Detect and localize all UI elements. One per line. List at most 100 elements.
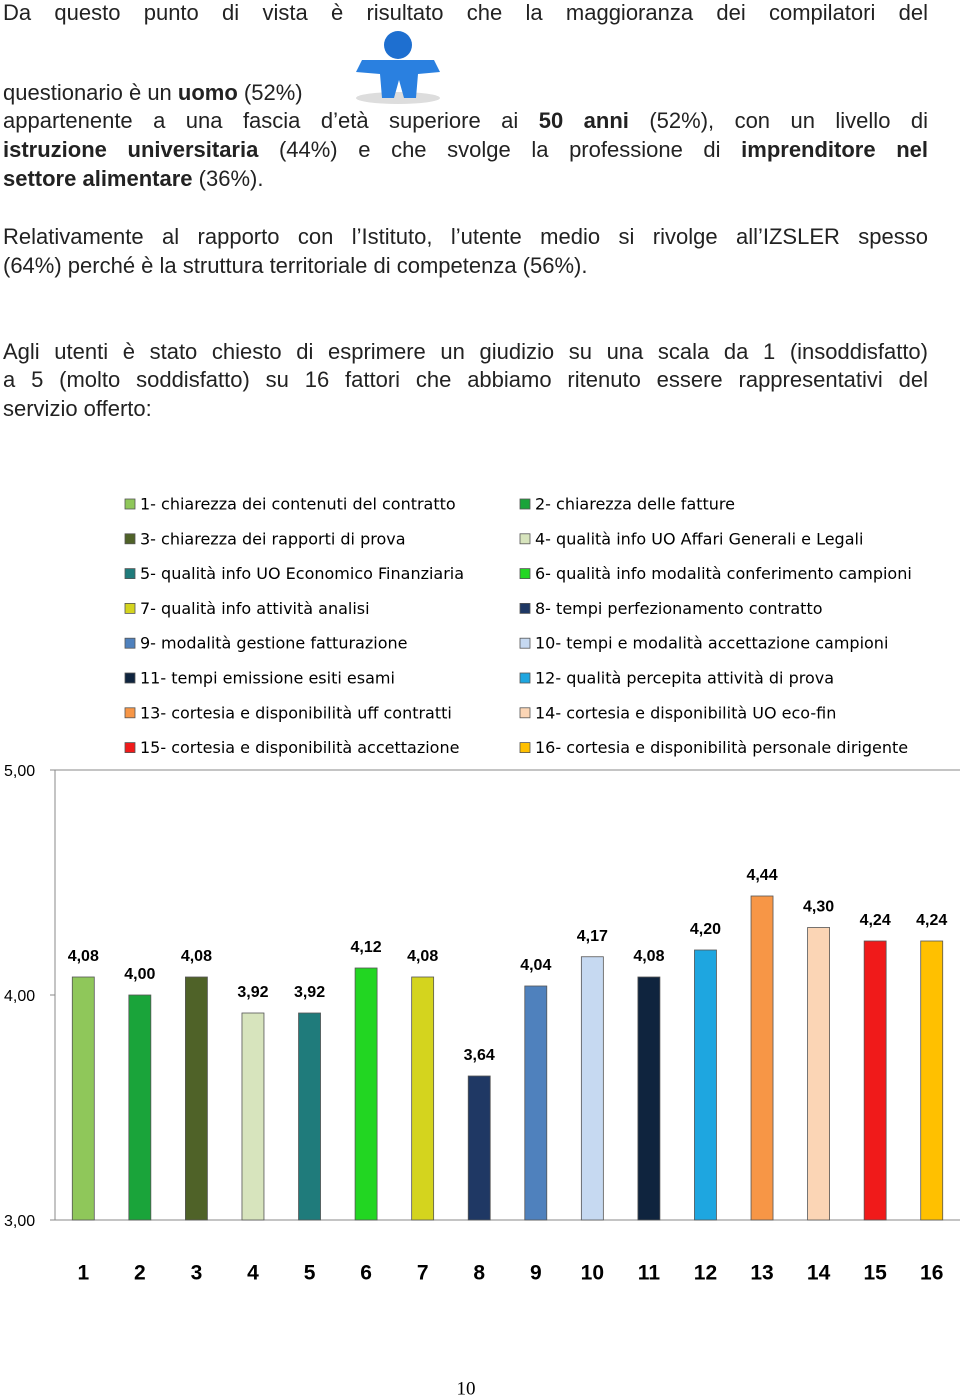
legend-swatch (124, 637, 136, 649)
value-label: 4,30 (803, 899, 834, 916)
legend-swatch (519, 707, 531, 719)
value-label: 4,08 (68, 948, 99, 965)
text-run: servizio offerto: (3, 396, 152, 421)
text-run: uomo (177, 80, 238, 105)
x-tick-label: 15 (863, 1262, 887, 1285)
y-tick-label: 4,00 (4, 988, 35, 1005)
legend-swatch (519, 637, 531, 649)
bar (694, 949, 717, 1221)
x-tick-label: 12 (694, 1262, 717, 1285)
bar (411, 976, 435, 1221)
text-run: (52%), con un livello di (628, 108, 928, 133)
bar (750, 895, 774, 1221)
value-label: 4,00 (124, 966, 155, 983)
legend-swatch (124, 603, 136, 614)
x-tick-label: 5 (304, 1262, 316, 1285)
text-run: Agli utenti è stato chiesto di esprimere… (3, 339, 928, 364)
legend-swatch (124, 672, 136, 684)
bar (580, 956, 604, 1221)
text-line: Agli utenti è stato chiesto di esprimere… (3, 339, 928, 365)
legend-swatch (124, 742, 136, 753)
bar (128, 994, 152, 1221)
x-tick-label: 3 (191, 1262, 203, 1285)
x-tick-label: 13 (750, 1262, 773, 1285)
x-tick-label: 1 (77, 1262, 89, 1285)
text-run: 50 anni (538, 108, 629, 133)
text-line: appartenente a una fascia d’età superior… (3, 108, 928, 134)
page-number: 10 (457, 1378, 476, 1399)
legend-swatch (519, 568, 531, 579)
bar (863, 940, 887, 1221)
bar (298, 1012, 321, 1221)
text-run: (44%) e che svolge la professione di (258, 137, 742, 162)
x-tick-label: 2 (134, 1262, 146, 1285)
bar (920, 940, 944, 1221)
legend-label: 4- qualità info UO Affari Generali e Leg… (535, 529, 863, 548)
text-line: Relativamente al rapporto con l’Istituto… (3, 224, 928, 250)
x-tick-label: 14 (807, 1262, 831, 1285)
x-tick-label: 9 (530, 1262, 542, 1285)
value-label: 4,24 (860, 912, 891, 929)
bar (637, 976, 661, 1221)
text-run: Da questo punto di vista è risultato che… (3, 0, 928, 25)
value-label: 4,44 (746, 867, 777, 884)
legend-label: 16- cortesia e disponibilità personale d… (535, 738, 908, 757)
legend-swatch (124, 498, 136, 510)
text-run: a 5 (molto soddisfatto) su 16 fattori ch… (3, 367, 928, 392)
legend-label: 13- cortesia e disponibilità uff contrat… (140, 703, 452, 722)
legend-label: 5- qualità info UO Economico Finanziaria (140, 564, 464, 583)
text-line: servizio offerto: (3, 396, 928, 422)
value-label: 4,08 (407, 948, 438, 965)
legend-swatch (519, 533, 531, 545)
text-line: questionario è un uomo (52%) (3, 80, 928, 106)
legend-label: 11- tempi emissione esiti esami (140, 669, 395, 688)
bar (185, 976, 208, 1221)
text-line: Da questo punto di vista è risultato che… (3, 0, 928, 26)
legend-label: 14- cortesia e disponibilità UO eco-fin (535, 703, 836, 722)
legend-label: 9- modalità gestione fatturazione (140, 634, 407, 653)
legend-label: 10- tempi e modalità accettazione campio… (535, 634, 888, 653)
bar (241, 1012, 265, 1221)
value-label: 3,92 (237, 984, 268, 1001)
legend-label: 12- qualità percepita attività di prova (535, 669, 834, 688)
legend-swatch (519, 672, 531, 684)
text-run: (36%). (192, 166, 264, 191)
legend-label: 8- tempi perfezionamento contratto (535, 599, 823, 618)
value-label: 3,64 (464, 1047, 495, 1064)
legend-label: 2- chiarezza delle fatture (535, 495, 735, 514)
text-run: questionario è un (3, 80, 178, 105)
text-run: settore alimentare (3, 166, 193, 191)
value-label: 4,08 (633, 948, 664, 965)
text-line: settore alimentare (36%). (3, 166, 928, 192)
y-tick-label: 5,00 (4, 763, 35, 780)
x-tick-label: 4 (247, 1262, 259, 1285)
legend-swatch (124, 568, 136, 579)
text-run: imprenditore nel (741, 137, 928, 162)
x-tick-label: 7 (417, 1262, 429, 1285)
legend-label: 7- qualità info attività analisi (140, 599, 370, 618)
value-label: 4,08 (181, 948, 212, 965)
text-run: Relativamente al rapporto con l’Istituto… (3, 224, 928, 249)
legend-swatch (519, 603, 531, 614)
value-label: 4,17 (577, 928, 608, 945)
x-tick-label: 16 (920, 1262, 943, 1285)
text-run: (64%) perché è la struttura territoriale… (3, 253, 588, 278)
text-run: appartenente a una fascia d’età superior… (3, 108, 539, 133)
value-label: 4,04 (520, 957, 551, 974)
legend-swatch (519, 742, 531, 753)
bar (467, 1075, 491, 1221)
value-label: 3,92 (294, 984, 325, 1001)
bar (807, 927, 830, 1221)
x-tick-label: 10 (581, 1262, 604, 1285)
y-tick-label: 3,00 (4, 1213, 35, 1230)
bar (354, 967, 378, 1221)
x-tick-label: 11 (638, 1262, 661, 1285)
x-tick-label: 6 (360, 1262, 372, 1285)
legend-label: 3- chiarezza dei rapporti di prova (140, 529, 406, 548)
text-run: (52%) (237, 80, 303, 105)
value-label: 4,12 (351, 939, 382, 956)
bar (71, 976, 95, 1221)
legend-label: 15- cortesia e disponibilità accettazion… (140, 738, 459, 757)
